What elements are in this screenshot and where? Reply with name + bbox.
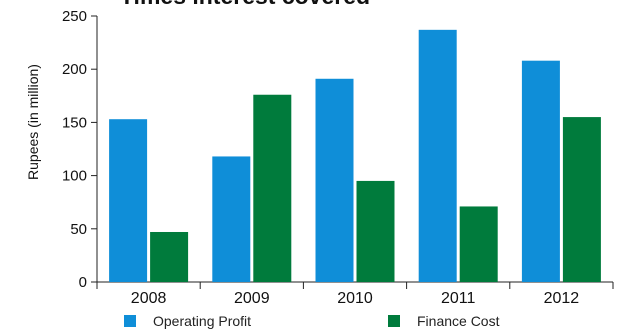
legend-swatch-operating-profit (124, 315, 136, 327)
bar-operating-profit-2009 (212, 156, 251, 282)
chart-title: Times interest covered (120, 0, 370, 9)
bar-operating-profit-2010 (315, 78, 354, 282)
legend-label-operating-profit: Operating Profit (153, 313, 252, 329)
y-axis-label: Rupees (in million) (25, 64, 41, 180)
y-tick-label: 50 (70, 221, 87, 238)
y-ticks: 0 50 100 150 200 250 (62, 8, 97, 291)
x-tick-label: 2008 (131, 290, 167, 307)
x-ticks: 2008 2009 2010 2011 2012 (96, 282, 614, 307)
y-tick-label: 250 (62, 8, 87, 25)
bar-operating-profit-2012 (521, 60, 560, 282)
bar-finance-cost-2011 (459, 206, 498, 282)
bar-finance-cost-2012 (562, 117, 601, 282)
bar-finance-cost-2010 (356, 180, 395, 282)
bar-finance-cost-2008 (150, 231, 189, 282)
bar-finance-cost-2009 (253, 94, 292, 283)
x-tick-label: 2009 (234, 290, 270, 307)
y-tick-label: 100 (62, 168, 87, 185)
legend-item-operating-profit: Operating Profit (124, 313, 251, 329)
x-tick-label: 2011 (441, 290, 476, 307)
bar-operating-profit-2008 (109, 119, 148, 282)
x-tick-label: 2012 (544, 290, 580, 307)
x-tick-label: 2010 (337, 290, 373, 307)
legend-item-finance-cost: Finance Cost (388, 313, 499, 329)
y-tick-label: 150 (62, 114, 87, 131)
bar-operating-profit-2011 (418, 29, 457, 282)
legend-swatch-finance-cost (388, 315, 400, 327)
y-tick-label: 0 (79, 274, 87, 291)
y-tick-label: 200 (62, 61, 87, 78)
legend-label-finance-cost: Finance Cost (417, 313, 500, 329)
bars (109, 29, 601, 283)
